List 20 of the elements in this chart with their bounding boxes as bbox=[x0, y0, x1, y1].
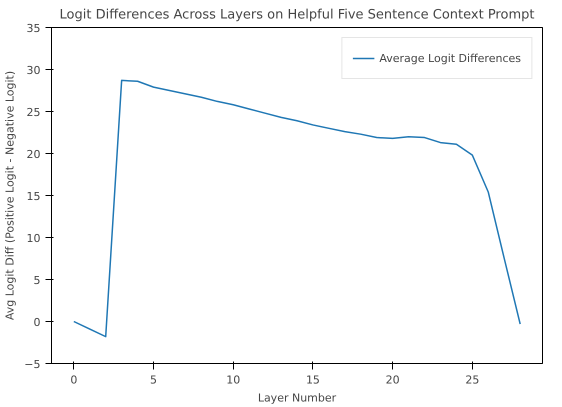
x-tick-label: 10 bbox=[226, 374, 240, 386]
y-tick-label: −5 bbox=[24, 358, 41, 371]
chart-title: Logit Differences Across Layers on Helpful Five Sentence Context Prompt bbox=[60, 8, 534, 22]
legend-label: Average Logit Differences bbox=[379, 52, 521, 64]
x-axis-title: Layer Number bbox=[258, 392, 337, 404]
y-tick-label: 15 bbox=[26, 190, 41, 203]
y-tick-label: 20 bbox=[26, 148, 41, 161]
y-tick-label: 5 bbox=[34, 274, 40, 287]
x-tick-label: 0 bbox=[70, 374, 78, 386]
y-tick-label: 30 bbox=[26, 64, 41, 77]
y-axis-title: Avg Logit Diff (Positive Logit - Negative Logit) bbox=[3, 70, 16, 320]
x-tick-label: 15 bbox=[306, 374, 320, 386]
y-tick-label: 10 bbox=[26, 232, 41, 245]
line-series bbox=[73, 80, 521, 338]
x-tick-label: 25 bbox=[465, 374, 480, 386]
y-tick-label: 0 bbox=[34, 316, 40, 329]
y-tick-label: 25 bbox=[26, 106, 41, 119]
x-tick-label: 20 bbox=[386, 374, 400, 386]
x-tick-label: 5 bbox=[150, 374, 158, 386]
y-tick-label: 35 bbox=[26, 22, 41, 35]
